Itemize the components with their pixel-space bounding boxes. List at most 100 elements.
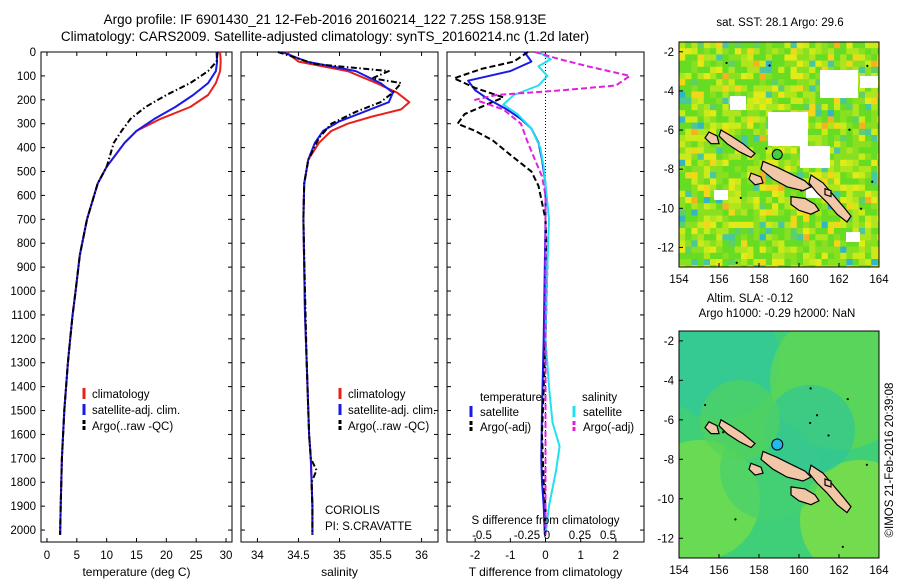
sst-cell	[679, 234, 686, 241]
sst-cell	[728, 153, 736, 161]
sst-cell	[858, 60, 866, 68]
sst-cell	[784, 234, 792, 241]
sst-cell	[784, 97, 792, 105]
sst-cell	[877, 66, 879, 74]
sst-cell	[865, 166, 872, 173]
sst-cell	[796, 190, 804, 198]
y-tick-label: 400	[17, 143, 36, 155]
sst-cell	[710, 178, 717, 186]
sst-cell	[827, 141, 835, 148]
sst-cell	[790, 215, 798, 223]
sst-cell	[821, 234, 829, 241]
sst-cell	[803, 97, 810, 105]
sst-cell	[691, 54, 699, 62]
sst-cell	[852, 110, 860, 117]
sst-cell	[809, 54, 816, 62]
sst-cell	[728, 48, 736, 55]
sst-cell	[722, 166, 730, 173]
sst-cell	[747, 259, 754, 266]
sst-cell	[759, 265, 767, 267]
sst-cell	[840, 48, 847, 55]
sst-cell	[871, 265, 878, 267]
sst-cell	[728, 110, 736, 117]
y-tick-label: -4	[664, 375, 675, 387]
sst-cell	[834, 240, 841, 248]
sst-cell	[784, 159, 792, 167]
sst-cell	[778, 85, 785, 93]
sst-cell	[784, 184, 792, 192]
sst-cell	[865, 215, 872, 223]
sst-cell	[710, 128, 717, 136]
x-tick-label: 160	[789, 565, 808, 577]
sst-cell	[679, 60, 686, 68]
sst-cell	[753, 252, 761, 260]
islet	[815, 414, 819, 417]
sst-cell	[778, 203, 785, 210]
sst-cell	[815, 104, 823, 111]
sst-cell	[741, 190, 748, 198]
sst-cell	[772, 203, 779, 210]
x-tick-label: 0	[44, 550, 50, 562]
sst-cell	[877, 104, 879, 111]
sst-cell	[759, 221, 767, 229]
sst-cell	[852, 60, 860, 68]
sst-cell	[728, 73, 736, 80]
sst-cell	[722, 42, 730, 49]
sst-cell	[815, 85, 823, 93]
sst-cell	[846, 128, 854, 136]
sst-cell	[877, 252, 879, 260]
sst-cell	[697, 85, 705, 93]
sst-cell	[809, 73, 816, 80]
sst-cell	[679, 110, 686, 117]
sst-cell	[852, 48, 860, 55]
sst-cell	[858, 91, 866, 99]
x-tick-label: -1	[505, 550, 515, 562]
sst-cell	[728, 240, 736, 248]
legend-label: satellite	[583, 407, 622, 419]
sst-cell	[716, 166, 723, 173]
sst-cell	[827, 246, 835, 254]
sst-cell	[697, 104, 705, 111]
sst-cell	[877, 159, 879, 167]
sst-cell	[846, 228, 854, 235]
sst-cell	[790, 190, 798, 198]
sst-cell	[821, 259, 829, 266]
sst-cell	[803, 246, 810, 254]
sst-cell	[679, 79, 686, 86]
sst-cell	[784, 85, 792, 93]
sst-cell	[834, 184, 841, 192]
sst-cell	[796, 265, 804, 267]
sst-cell	[871, 116, 878, 124]
sst-cell	[790, 104, 798, 111]
sst-cell	[821, 128, 829, 136]
sst-cell	[809, 246, 816, 254]
sst-cell	[753, 246, 761, 254]
y-tick-label: 0	[30, 47, 36, 59]
sst-cell	[734, 259, 742, 266]
sst-cell	[691, 159, 699, 167]
sst-cell	[753, 141, 761, 148]
sst-cell	[834, 252, 841, 260]
sst-cell	[778, 54, 785, 62]
sst-cell	[772, 42, 779, 49]
sst-cell	[716, 85, 723, 93]
sst-cell	[753, 85, 761, 93]
sst-cell	[821, 104, 829, 111]
sst-cell	[865, 178, 872, 186]
sst-cell	[703, 128, 711, 136]
sst-cell	[871, 234, 878, 241]
sst-cell	[728, 209, 736, 217]
map-sla-map: 154 156 158 160 162 164 -2 -4 -6 -8 -10 -12 Altim. S…	[657, 293, 889, 577]
x-tick-label: 36	[415, 550, 428, 562]
sst-cell	[710, 110, 717, 117]
sst-cell	[691, 147, 699, 155]
sst-cell	[703, 178, 711, 186]
sst-cell	[772, 265, 779, 267]
sst-cell	[871, 252, 878, 260]
sst-cell	[728, 116, 736, 124]
title-line-1: Argo profile: IF 6901430_21 12-Feb-2016 …	[103, 12, 547, 27]
sst-cell	[803, 234, 810, 241]
sst-cell	[759, 104, 767, 111]
sst-cell	[703, 85, 711, 93]
sst-cell	[697, 73, 705, 80]
